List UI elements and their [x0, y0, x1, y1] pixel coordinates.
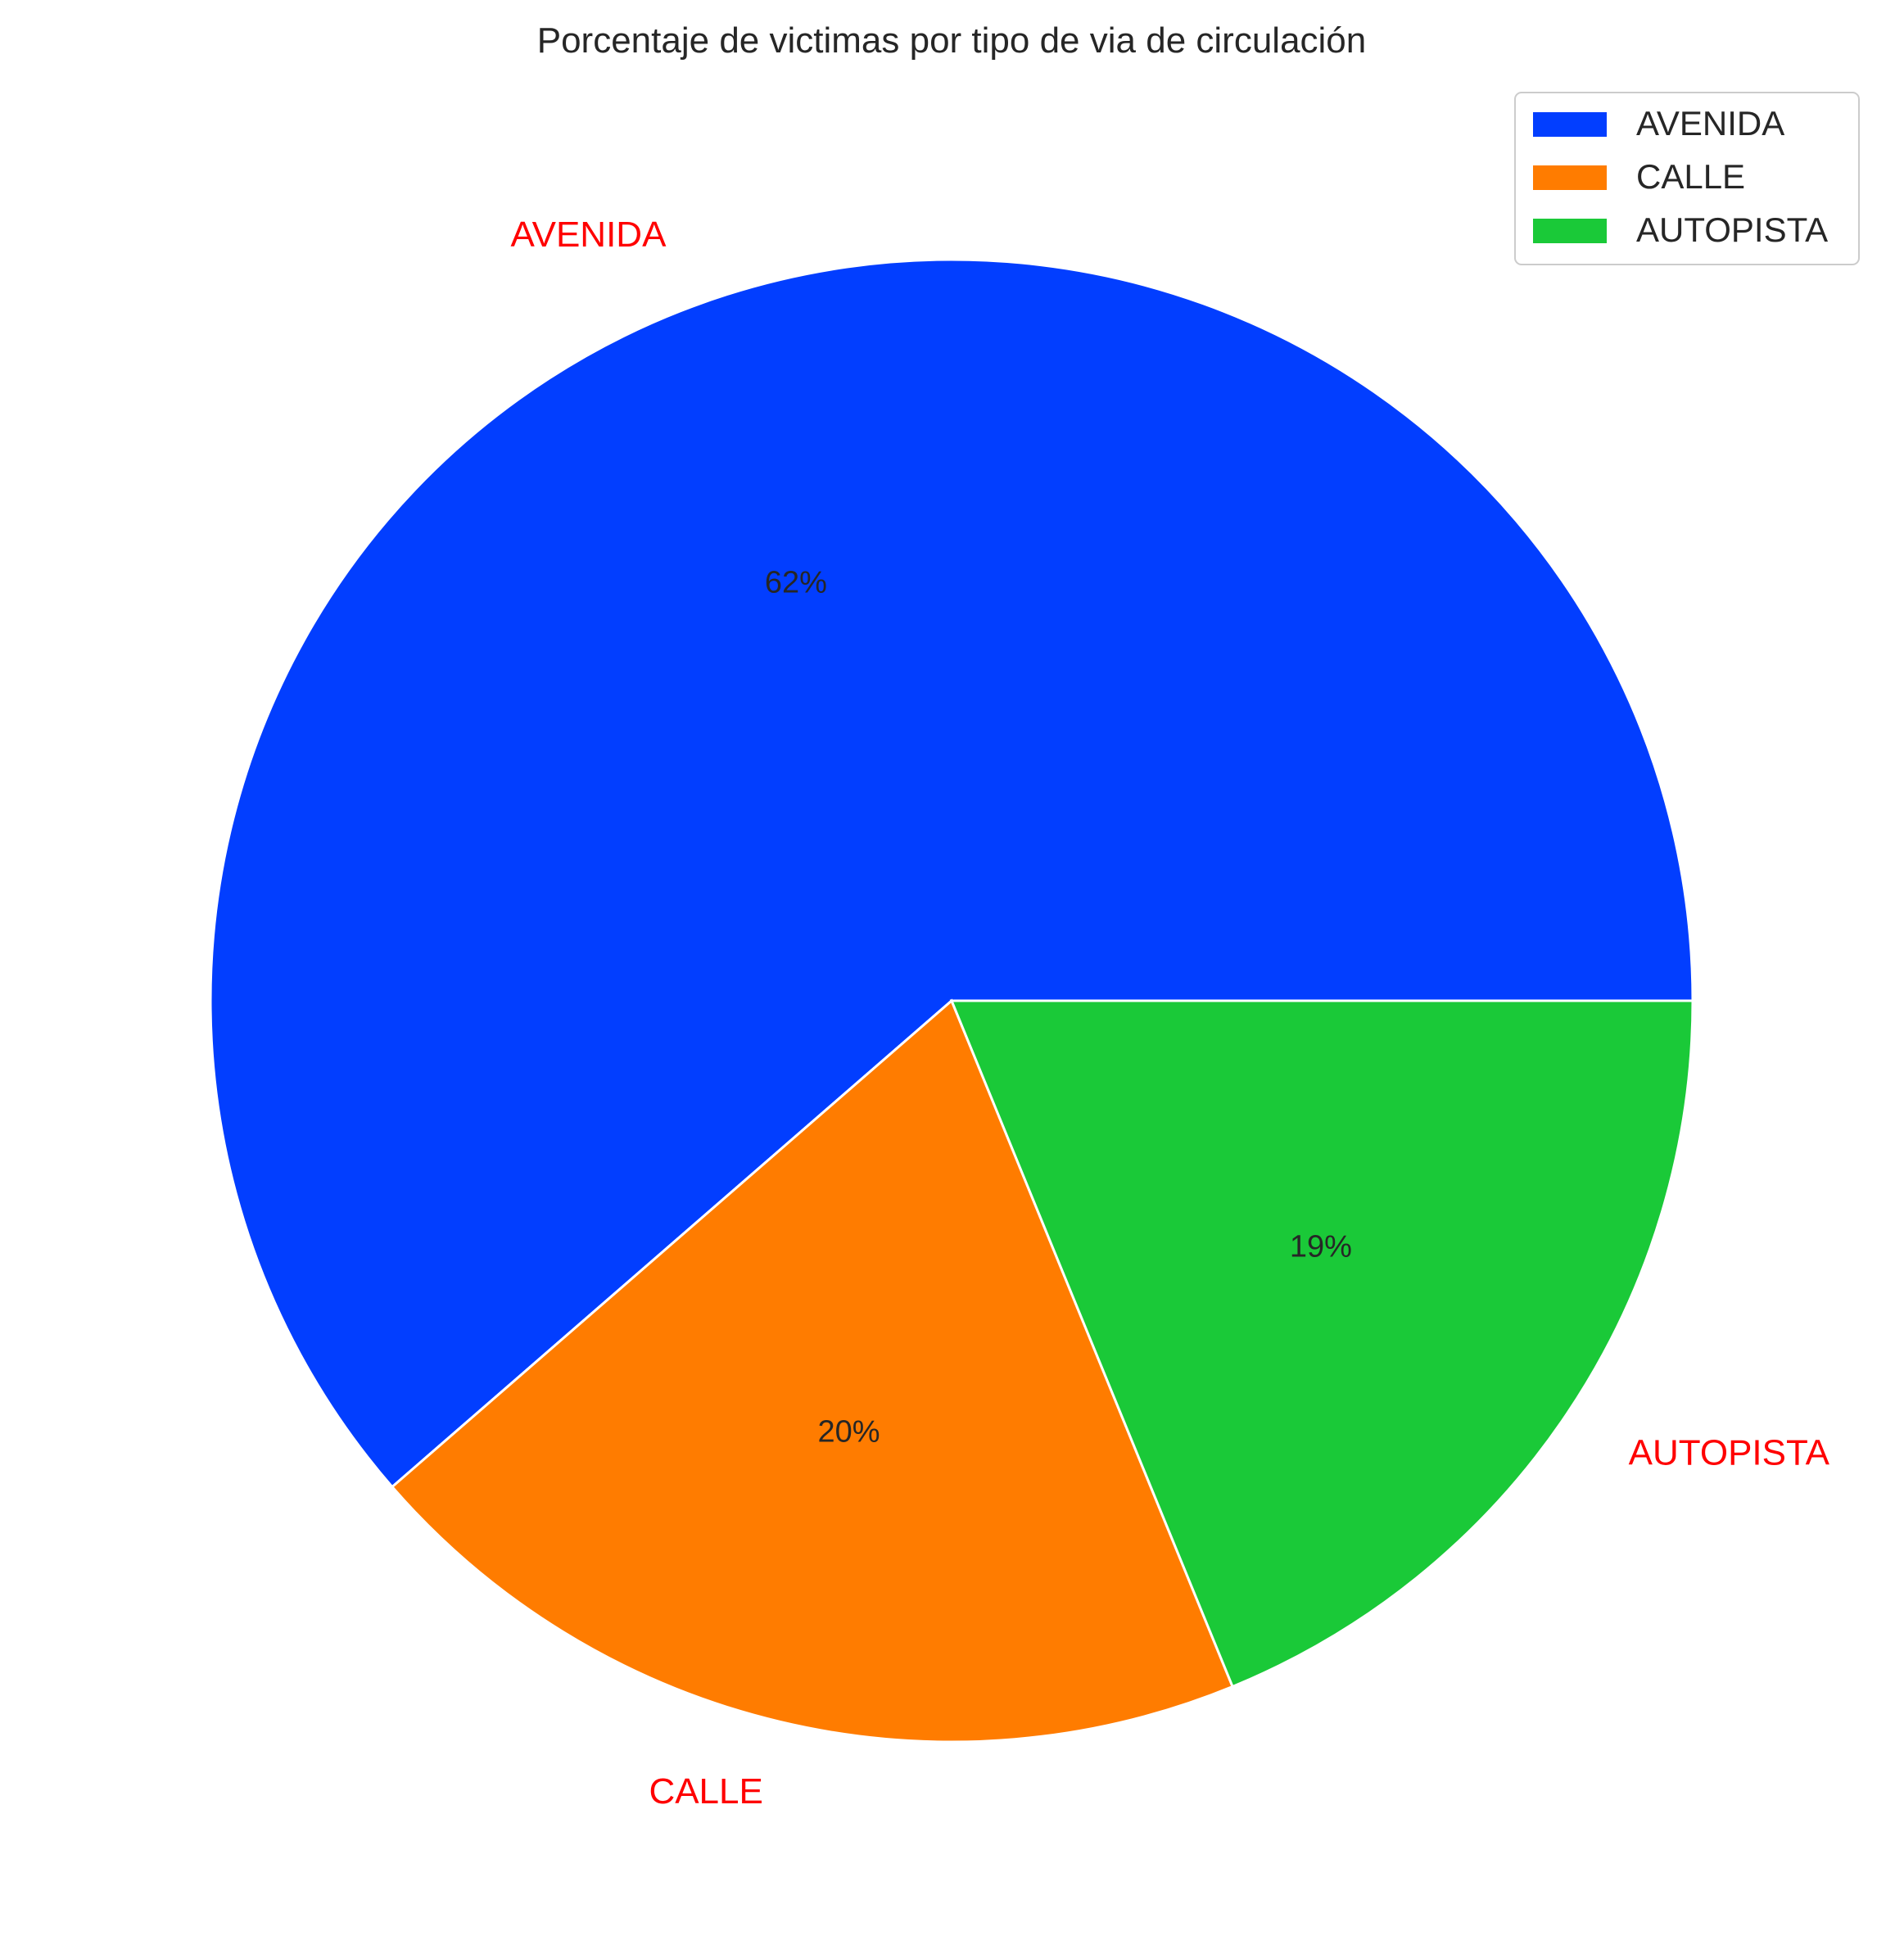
pie-slices — [209, 258, 1694, 1744]
legend-label-avenida: AVENIDA — [1636, 104, 1784, 142]
legend-swatch-autopista — [1533, 219, 1607, 243]
legend-label-autopista: AUTOPISTA — [1636, 210, 1828, 249]
category-label-avenida: AVENIDA — [511, 215, 667, 255]
pie-slice-avenida — [209, 258, 1694, 1489]
value-label-avenida: 62% — [765, 565, 827, 599]
legend-swatch-avenida — [1533, 112, 1607, 137]
category-label-autopista: AUTOPISTA — [1629, 1432, 1830, 1472]
value-label-calle: 20% — [817, 1414, 880, 1449]
pie-slice-autopista — [949, 999, 1694, 1689]
percentage-labels: 62% 20% 19% — [765, 565, 1352, 1449]
legend-label-calle: CALLE — [1636, 157, 1745, 196]
legend-swatch-calle — [1533, 165, 1607, 190]
chart-title: Porcentaje de victimas por tipo de via d… — [537, 20, 1367, 61]
pie-slice-calle — [390, 998, 1235, 1744]
category-label-calle: CALLE — [649, 1771, 762, 1812]
legend: AVENIDA CALLE AUTOPISTA — [1514, 92, 1860, 265]
value-label-autopista: 19% — [1290, 1230, 1352, 1264]
category-labels: AVENIDA CALLE AUTOPISTA — [511, 215, 1830, 1812]
